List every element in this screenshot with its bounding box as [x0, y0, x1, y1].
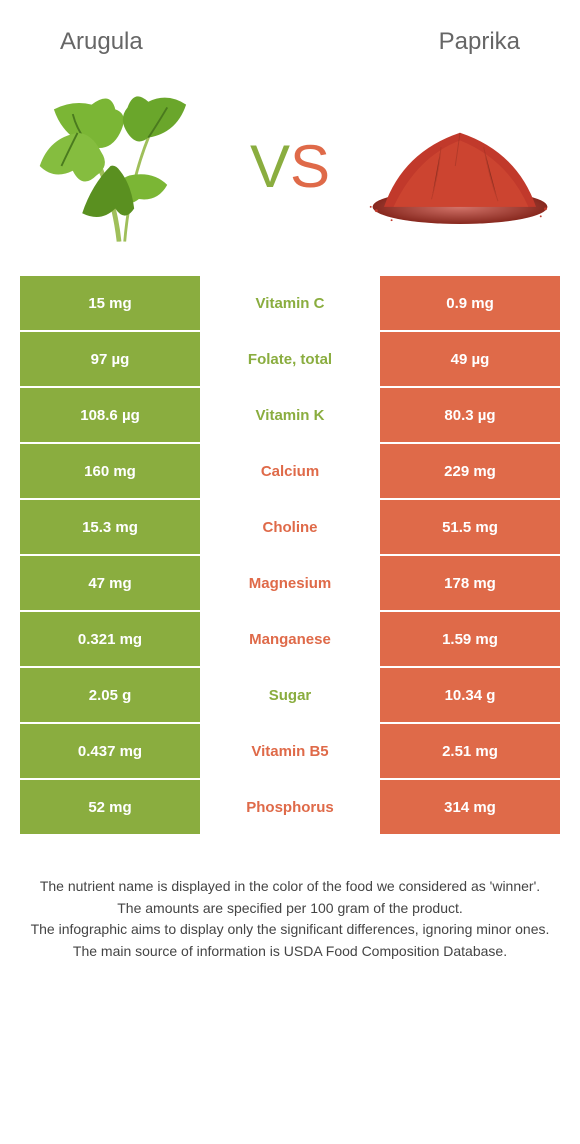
cell-right: 1.59 mg [380, 612, 560, 666]
cell-left: 97 µg [20, 332, 200, 386]
vs-s: S [290, 132, 330, 201]
vs-v: V [250, 132, 290, 201]
table-row: 15.3 mgCholine51.5 mg [20, 500, 560, 556]
cell-right: 2.51 mg [380, 724, 560, 778]
table-row: 97 µgFolate, total49 µg [20, 332, 560, 388]
cell-left: 15.3 mg [20, 500, 200, 554]
footer-line: The amounts are specified per 100 gram o… [30, 898, 550, 920]
cell-label: Vitamin K [200, 388, 380, 442]
cell-label: Choline [200, 500, 380, 554]
nutrient-table: 15 mgVitamin C0.9 mg97 µgFolate, total49… [20, 276, 560, 836]
table-row: 47 mgMagnesium178 mg [20, 556, 560, 612]
cell-right: 10.34 g [380, 668, 560, 722]
footer-line: The main source of information is USDA F… [30, 941, 550, 963]
cell-left: 108.6 µg [20, 388, 200, 442]
table-row: 2.05 gSugar10.34 g [20, 668, 560, 724]
table-row: 0.437 mgVitamin B52.51 mg [20, 724, 560, 780]
cell-right: 0.9 mg [380, 276, 560, 330]
title-paprika: Paprika [439, 28, 520, 56]
table-row: 0.321 mgManganese1.59 mg [20, 612, 560, 668]
cell-left: 0.321 mg [20, 612, 200, 666]
cell-right: 80.3 µg [380, 388, 560, 442]
cell-label: Magnesium [200, 556, 380, 610]
cell-left: 15 mg [20, 276, 200, 330]
cell-left: 2.05 g [20, 668, 200, 722]
cell-label: Vitamin B5 [200, 724, 380, 778]
cell-right: 51.5 mg [380, 500, 560, 554]
table-row: 108.6 µgVitamin K80.3 µg [20, 388, 560, 444]
cell-left: 47 mg [20, 556, 200, 610]
vs-label: VS [250, 132, 330, 201]
header: Arugula Paprika [0, 0, 580, 66]
paprika-image [360, 81, 560, 251]
cell-label: Sugar [200, 668, 380, 722]
hero: VS [0, 66, 580, 276]
cell-label: Manganese [200, 612, 380, 666]
cell-label: Calcium [200, 444, 380, 498]
title-arugula: Arugula [60, 28, 143, 56]
cell-left: 0.437 mg [20, 724, 200, 778]
cell-label: Folate, total [200, 332, 380, 386]
cell-left: 160 mg [20, 444, 200, 498]
cell-right: 178 mg [380, 556, 560, 610]
footer-line: The nutrient name is displayed in the co… [30, 876, 550, 898]
cell-label: Phosphorus [200, 780, 380, 834]
footer-line: The infographic aims to display only the… [30, 919, 550, 941]
footer: The nutrient name is displayed in the co… [30, 876, 550, 963]
table-row: 52 mgPhosphorus314 mg [20, 780, 560, 836]
arugula-image [20, 81, 220, 251]
cell-right: 229 mg [380, 444, 560, 498]
cell-left: 52 mg [20, 780, 200, 834]
table-row: 15 mgVitamin C0.9 mg [20, 276, 560, 332]
cell-right: 314 mg [380, 780, 560, 834]
table-row: 160 mgCalcium229 mg [20, 444, 560, 500]
cell-label: Vitamin C [200, 276, 380, 330]
cell-right: 49 µg [380, 332, 560, 386]
